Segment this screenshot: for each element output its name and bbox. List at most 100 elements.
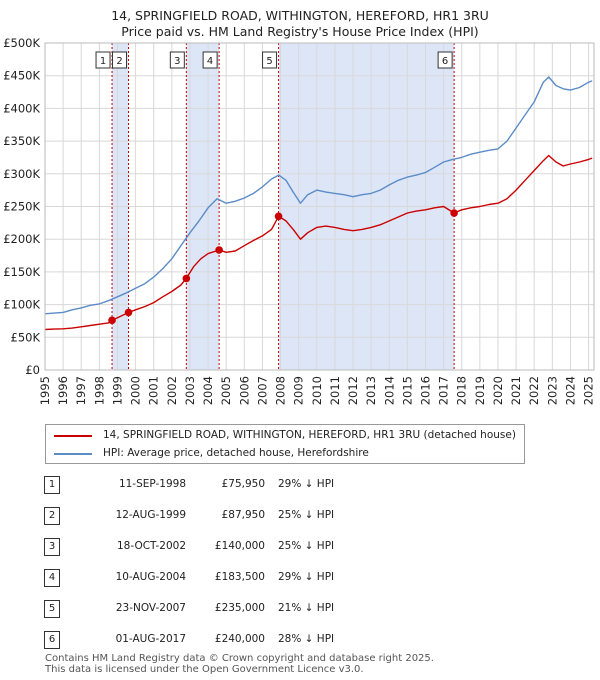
transaction-hpi-diff: 29% ↓ HPI — [278, 478, 335, 490]
x-tick-label: 2000 — [129, 376, 143, 405]
x-tick-label: 2007 — [255, 376, 269, 405]
y-tick-label: £350K — [3, 134, 40, 148]
transaction-price: £183,500 — [214, 571, 265, 583]
y-tick-label: £400K — [3, 101, 40, 115]
x-tick-label: 2005 — [219, 376, 233, 405]
y-tick-label: £200K — [3, 232, 40, 246]
transaction-date: 12-AUG-1999 — [115, 509, 186, 521]
transaction-hpi-diff: 25% ↓ HPI — [278, 540, 335, 552]
legend-label-hpi: HPI: Average price, detached house, Here… — [103, 447, 369, 459]
transaction-price: £240,000 — [214, 633, 265, 645]
sale-marker-label-2: 2 — [116, 56, 122, 67]
x-tick-label: 2024 — [563, 376, 577, 405]
sale-marker-box-1 — [95, 51, 111, 69]
transaction-hpi-diff: 29% ↓ HPI — [278, 571, 335, 583]
transaction-number: 2 — [44, 507, 60, 525]
x-tick-label: 2014 — [382, 376, 396, 405]
x-tick-label: 2003 — [183, 376, 197, 405]
transaction-number: 5 — [44, 600, 60, 618]
sale-marker-box-5 — [262, 51, 278, 69]
sale-marker-label-3: 3 — [174, 56, 180, 67]
chart-subtitle: Price paid vs. HM Land Registry's House … — [121, 24, 479, 39]
sale-marker-box-3 — [169, 51, 185, 69]
transaction-date: 23-NOV-2007 — [115, 602, 186, 614]
x-tick-label: 2019 — [473, 376, 487, 405]
x-tick-label: 2006 — [237, 376, 251, 405]
x-tick-label: 2012 — [346, 376, 360, 405]
hpi-legend-swatch — [54, 453, 92, 455]
x-tick-label: 2022 — [527, 376, 541, 405]
transaction-number: 4 — [44, 569, 60, 587]
x-tick-label: 2018 — [455, 376, 469, 405]
transaction-hpi-diff: 21% ↓ HPI — [278, 602, 335, 614]
property-legend-swatch — [54, 435, 92, 437]
transaction-row: 2 12-AUG-1999 £87,950 25% ↓ HPI — [0, 507, 600, 527]
sale-marker-label-6: 6 — [442, 56, 448, 67]
transaction-price: £235,000 — [214, 602, 265, 614]
x-tick-label: 1996 — [56, 376, 70, 405]
sale-point-1 — [108, 316, 116, 325]
x-tick-label: 2025 — [582, 376, 596, 405]
sale-marker-label-5: 5 — [266, 56, 272, 67]
sale-marker-label-1: 1 — [100, 56, 106, 67]
y-tick-label: £300K — [3, 167, 40, 181]
transaction-hpi-diff: 28% ↓ HPI — [278, 633, 335, 645]
legend-label-property: 14, SPRINGFIELD ROAD, WITHINGTON, HEREFO… — [103, 429, 516, 441]
y-tick-label: £250K — [3, 200, 40, 214]
sale-point-6 — [450, 209, 458, 217]
transaction-row: 5 23-NOV-2007 £235,000 21% ↓ HPI — [0, 600, 600, 620]
x-tick-label: 1998 — [92, 376, 106, 405]
y-tick-label: £50K — [11, 330, 41, 344]
transaction-date: 11-SEP-1998 — [118, 478, 186, 490]
x-tick-label: 2023 — [545, 376, 559, 405]
x-tick-label: 2020 — [491, 376, 505, 405]
x-tick-label: 2002 — [165, 376, 179, 405]
y-tick-label: £0 — [25, 363, 40, 377]
transaction-price: £75,950 — [221, 478, 265, 490]
transaction-number: 3 — [44, 538, 60, 556]
transaction-row: 4 10-AUG-2004 £183,500 29% ↓ HPI — [0, 569, 600, 589]
sale-point-5 — [274, 212, 283, 221]
sale-point-3 — [182, 274, 191, 283]
transaction-row: 3 18-OCT-2002 £140,000 25% ↓ HPI — [0, 538, 600, 558]
chart-title-line1: 14, SPRINGFIELD ROAD, WITHINGTON, HEREFO… — [111, 8, 489, 23]
hpi-series-line — [44, 76, 593, 315]
sale-marker-box-6 — [437, 51, 453, 69]
transaction-date: 18-OCT-2002 — [117, 540, 186, 552]
sale-marker-box-4 — [202, 51, 218, 69]
transaction-price: £87,950 — [221, 509, 265, 521]
x-tick-label: 1997 — [74, 376, 88, 405]
x-tick-label: 1995 — [38, 376, 52, 405]
transaction-row: 6 01-AUG-2017 £240,000 28% ↓ HPI — [0, 631, 600, 651]
transaction-number: 1 — [44, 476, 60, 494]
y-tick-label: £150K — [3, 265, 40, 279]
y-tick-label: £100K — [3, 298, 40, 312]
transaction-date: 01-AUG-2017 — [115, 633, 186, 645]
x-tick-label: 2015 — [400, 376, 414, 405]
sale-marker-label-4: 4 — [207, 56, 213, 67]
y-tick-label: £450K — [3, 69, 40, 83]
transaction-price: £140,000 — [214, 540, 265, 552]
x-tick-label: 2016 — [418, 376, 432, 405]
legend: 14, SPRINGFIELD ROAD, WITHINGTON, HEREFO… — [45, 424, 525, 464]
sale-marker-box-2 — [112, 51, 128, 69]
transaction-row: 1 11-SEP-1998 £75,950 29% ↓ HPI — [0, 476, 600, 496]
transaction-number: 6 — [44, 631, 60, 649]
sale-point-2 — [124, 308, 133, 317]
property-series-line — [44, 154, 593, 331]
x-tick-label: 1999 — [110, 376, 124, 405]
x-tick-label: 2017 — [437, 376, 451, 405]
y-tick-label: £500K — [3, 36, 40, 50]
footer-copyright: Contains HM Land Registry data © Crown c… — [45, 653, 434, 664]
x-tick-label: 2004 — [201, 376, 215, 405]
footer-licence: This data is licensed under the Open Gov… — [45, 664, 364, 675]
x-tick-label: 2013 — [364, 376, 378, 405]
transaction-date: 10-AUG-2004 — [115, 571, 186, 583]
sale-point-4 — [215, 246, 223, 254]
x-tick-label: 2008 — [274, 376, 288, 405]
x-tick-label: 2001 — [147, 376, 161, 405]
x-tick-label: 2011 — [328, 376, 342, 405]
x-tick-label: 2009 — [292, 376, 306, 405]
x-tick-label: 2021 — [509, 376, 523, 405]
